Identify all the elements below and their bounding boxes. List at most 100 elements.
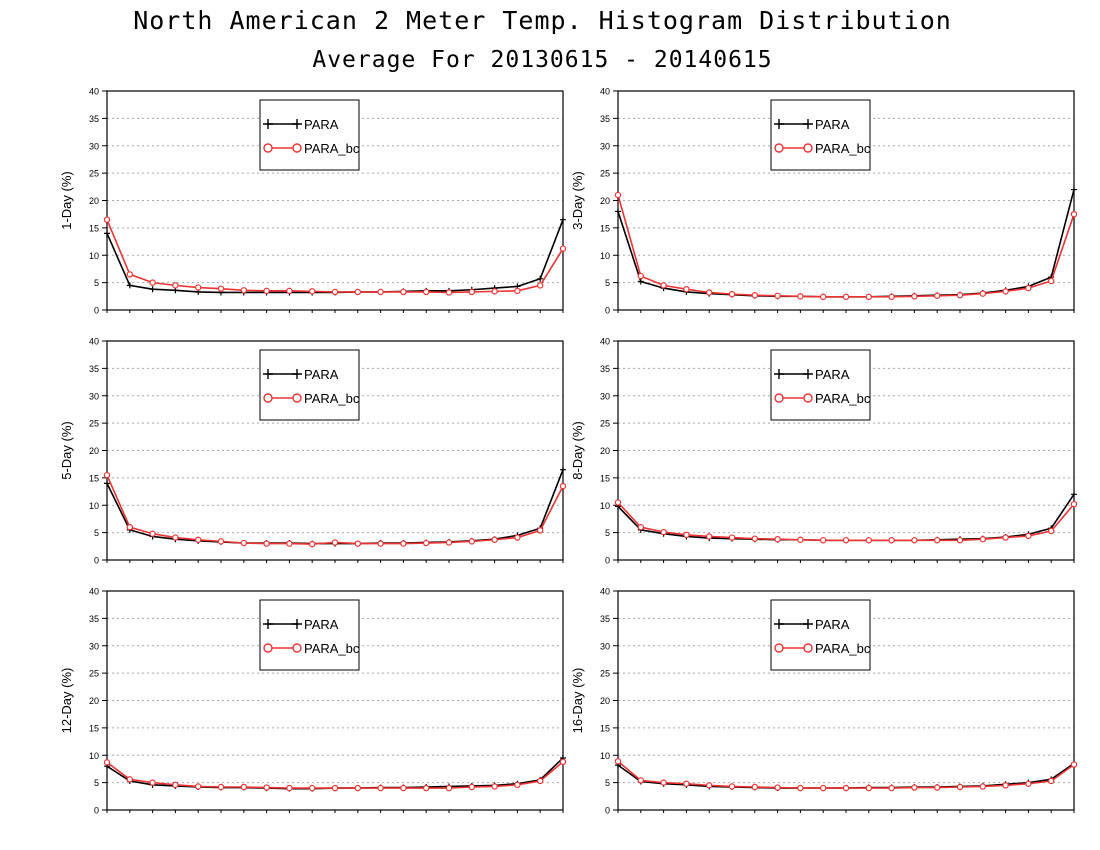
data-point [615,208,621,215]
y-axis-label: 8-Day (%) [570,421,585,480]
plot-frame [617,340,1075,561]
data-point [468,288,475,296]
data-point [217,538,225,545]
legend-marker [803,643,813,653]
data-point [423,288,430,296]
legend-box [770,99,871,171]
y-tick-label: 35 [89,614,99,624]
y-tick-label: 40 [600,587,610,597]
legend-label: PARA [304,367,339,382]
data-point [149,286,156,293]
data-point [660,528,667,536]
legend-label: PARA [815,617,850,632]
data-point [865,293,873,301]
data-point [888,537,895,544]
legend-marker [803,619,813,629]
data-point [1070,761,1078,768]
data-point [660,779,667,786]
panel-1: 0 5 10 15 20 25 30 35 40 1-Day (%) PARA PARA_bc [59,87,567,316]
data-point [934,292,941,299]
y-tick-label: 40 [89,587,99,597]
data-point [683,780,690,787]
data-point [637,777,645,784]
y-tick-label: 30 [600,391,610,401]
y-tick-label: 5 [94,528,99,538]
data-point [240,287,247,294]
data-point [309,784,316,792]
y-tick-label: 20 [600,446,610,456]
y-tick-label: 10 [600,751,610,761]
legend-marker [774,369,784,379]
legend-marker [774,119,784,129]
data-point [1002,782,1009,789]
data-point [263,540,270,547]
data-point [1025,532,1032,540]
legend-marker [263,393,273,403]
data-point [491,783,498,790]
data-point [217,783,225,791]
data-point [774,784,781,791]
legend-label: PARA_bc [815,641,871,656]
data-point [1047,777,1055,785]
data-point [103,216,111,223]
legend-label: PARA [304,117,339,132]
data-point [1047,527,1055,535]
data-point [683,531,690,539]
legend-marker [292,619,302,629]
y-tick-label: 5 [94,278,99,288]
data-point [1047,277,1055,285]
data-point [514,781,521,789]
legend-marker [774,143,784,153]
legend-marker [292,643,302,653]
y-tick-label: 0 [605,556,610,566]
data-point [956,292,964,299]
y-tick-label: 25 [600,169,610,179]
data-point [331,784,339,792]
legend-marker [292,119,302,129]
data-point [354,540,361,547]
legend-label: PARA [815,367,850,382]
data-point [820,293,827,301]
series-line-para [106,219,564,294]
y-axis-label: 1-Day (%) [59,171,74,230]
data-point [445,784,453,792]
data-point [377,288,384,296]
y-tick-label: 30 [89,141,99,151]
data-point [774,535,781,543]
y-tick-label: 20 [89,446,99,456]
y-tick-label: 0 [94,806,99,816]
data-point [423,539,430,547]
legend-marker [803,143,813,153]
series-line-para-bc [617,194,1075,298]
plot-frame [617,590,1075,811]
data-point [865,784,873,792]
data-point [172,282,179,289]
data-point [537,527,544,534]
data-point [728,534,736,541]
data-point [354,288,361,296]
y-tick-label: 0 [605,306,610,316]
data-point [934,784,941,791]
series-line-para [617,189,1075,298]
legend-label: PARA_bc [304,641,360,656]
y-tick-label: 20 [89,196,99,206]
data-point [751,535,759,542]
y-tick-label: 30 [600,641,610,651]
y-tick-label: 10 [600,501,610,511]
y-tick-label: 25 [600,419,610,429]
legend-label: PARA_bc [815,391,871,406]
y-tick-label: 5 [605,778,610,788]
data-point [637,523,645,531]
data-point [956,537,964,544]
data-point [126,282,133,289]
data-point [194,783,202,790]
y-tick-label: 15 [600,473,610,483]
y-tick-label: 0 [94,556,99,566]
data-point [491,288,498,295]
y-tick-label: 35 [600,614,610,624]
data-point [1071,186,1077,193]
data-point [126,271,134,278]
data-point [103,759,111,766]
data-point [842,784,850,792]
y-tick-label: 0 [605,806,610,816]
